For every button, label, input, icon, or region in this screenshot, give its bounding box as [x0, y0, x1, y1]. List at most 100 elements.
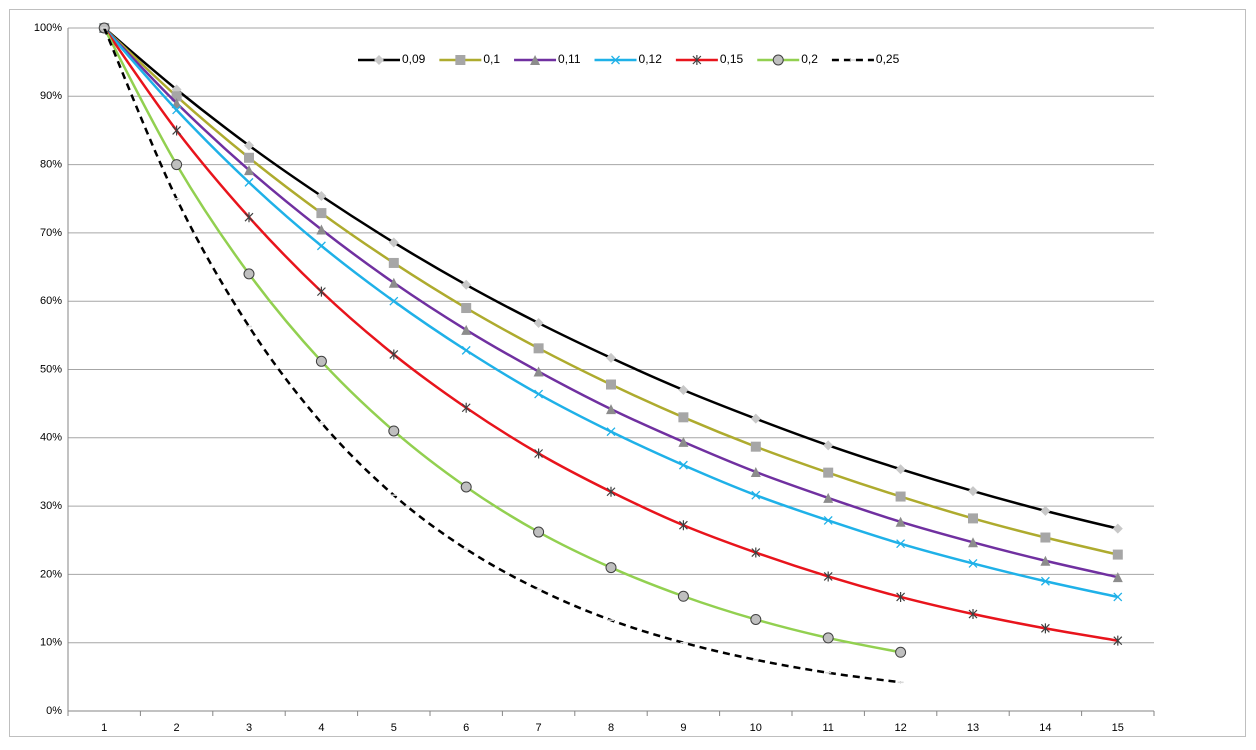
y-tick-label: 60%	[40, 295, 62, 307]
legend-label: 0,11	[558, 52, 581, 66]
y-tick-label: 40%	[40, 432, 62, 444]
marker	[455, 55, 466, 65]
marker	[461, 324, 472, 335]
marker	[388, 257, 399, 268]
marker	[605, 562, 617, 574]
marker	[606, 427, 616, 437]
marker	[606, 379, 616, 390]
y-tick-label: 100%	[34, 22, 62, 34]
marker	[606, 404, 616, 415]
marker-shape	[1113, 635, 1123, 646]
y-tick-label: 20%	[40, 568, 62, 580]
x-tick-label: 10	[750, 722, 762, 734]
marker-shape	[896, 591, 906, 602]
marker-shape	[1112, 523, 1123, 534]
marker-shape	[606, 379, 616, 390]
marker	[750, 466, 761, 477]
marker	[171, 91, 182, 102]
marker-shape	[823, 467, 834, 478]
marker	[823, 515, 833, 525]
legend-marker	[530, 55, 541, 65]
marker-shape	[389, 349, 399, 360]
marker-shape	[172, 125, 182, 136]
marker	[244, 165, 254, 176]
marker	[172, 125, 182, 136]
x-tick-label: 7	[536, 722, 542, 734]
marker	[751, 547, 761, 558]
marker	[677, 590, 689, 602]
x-tick-label: 3	[246, 722, 252, 734]
marker	[1113, 635, 1123, 646]
series-line	[103, 27, 901, 684]
marker	[895, 491, 906, 502]
legend-label: 0,1	[483, 52, 500, 66]
marker-shape	[461, 279, 472, 290]
marker	[895, 464, 906, 475]
marker-shape	[461, 402, 471, 413]
marker	[316, 208, 327, 219]
marker-shape	[606, 404, 616, 415]
x-tick-label: 11	[822, 722, 833, 734]
legend-marker	[772, 54, 784, 66]
marker-shape	[968, 486, 978, 497]
marker-shape	[968, 513, 978, 524]
marker	[606, 352, 616, 363]
x-tick-label: 6	[463, 722, 469, 734]
marker	[461, 402, 471, 413]
marker	[896, 539, 906, 549]
marker	[678, 384, 689, 395]
marker	[606, 486, 616, 497]
marker	[244, 177, 254, 187]
marker	[823, 571, 833, 582]
marker	[244, 140, 254, 151]
y-tick-label: 30%	[40, 500, 62, 512]
marker-shape	[606, 352, 616, 363]
x-tick-label: 9	[680, 722, 686, 734]
marker	[388, 425, 400, 437]
marker-shape	[316, 224, 327, 235]
marker	[1040, 555, 1051, 566]
marker	[243, 268, 255, 280]
marker	[968, 537, 978, 548]
marker	[678, 520, 688, 531]
marker	[1040, 576, 1050, 586]
x-tick-label: 4	[318, 722, 324, 734]
marker	[389, 296, 399, 306]
marker-shape	[823, 515, 833, 525]
marker-shape	[750, 613, 762, 625]
marker-shape	[751, 547, 761, 558]
marker	[1112, 572, 1123, 583]
marker-shape	[374, 55, 384, 65]
marker-shape	[692, 55, 702, 65]
y-tick-label: 90%	[40, 90, 62, 102]
marker-shape	[388, 257, 399, 268]
marker-shape	[750, 441, 761, 452]
marker	[678, 412, 689, 423]
marker-shape	[533, 343, 544, 354]
marker-shape	[1040, 576, 1050, 586]
marker-shape	[389, 296, 399, 306]
marker-shape	[316, 241, 326, 251]
marker	[388, 237, 399, 248]
marker	[171, 159, 183, 171]
marker	[822, 632, 834, 644]
marker-shape	[678, 520, 688, 531]
marker-shape	[244, 152, 254, 163]
marker-shape	[316, 208, 327, 219]
marker-shape	[533, 526, 545, 538]
legend-label: 0,15	[720, 52, 744, 66]
marker-shape	[172, 105, 182, 115]
marker	[895, 646, 907, 658]
marker	[534, 448, 544, 459]
marker-shape	[968, 609, 978, 620]
marker	[316, 191, 327, 202]
marker	[772, 54, 784, 66]
marker	[1113, 592, 1123, 602]
legend-item: 0,25	[831, 52, 900, 66]
marker-shape	[534, 448, 544, 459]
marker-shape	[1112, 572, 1123, 583]
marker-shape	[677, 590, 689, 602]
marker-shape	[533, 366, 544, 377]
marker	[750, 441, 761, 452]
marker	[533, 318, 544, 329]
